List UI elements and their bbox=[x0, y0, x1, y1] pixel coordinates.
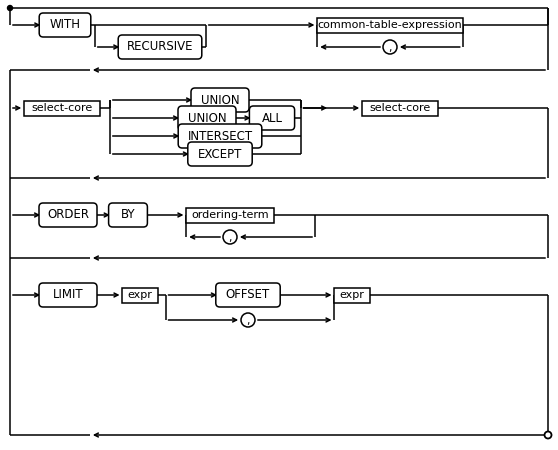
Text: ,: , bbox=[228, 233, 232, 243]
Text: ORDER: ORDER bbox=[47, 208, 89, 221]
Text: common-table-expression: common-table-expression bbox=[318, 20, 463, 30]
Circle shape bbox=[7, 5, 12, 10]
Text: LIMIT: LIMIT bbox=[52, 288, 83, 302]
Text: EXCEPT: EXCEPT bbox=[198, 148, 242, 161]
FancyBboxPatch shape bbox=[216, 283, 280, 307]
Text: UNION: UNION bbox=[201, 94, 239, 107]
Text: WITH: WITH bbox=[50, 18, 80, 32]
FancyBboxPatch shape bbox=[118, 35, 202, 59]
Text: ALL: ALL bbox=[262, 112, 282, 125]
Text: select-core: select-core bbox=[31, 103, 93, 113]
FancyBboxPatch shape bbox=[191, 88, 249, 112]
FancyBboxPatch shape bbox=[39, 283, 97, 307]
Text: ,: , bbox=[388, 43, 392, 53]
FancyBboxPatch shape bbox=[178, 106, 236, 130]
FancyBboxPatch shape bbox=[39, 203, 97, 227]
FancyBboxPatch shape bbox=[188, 142, 252, 166]
FancyBboxPatch shape bbox=[249, 106, 295, 130]
Text: select-core: select-core bbox=[369, 103, 431, 113]
FancyBboxPatch shape bbox=[24, 100, 100, 116]
Text: UNION: UNION bbox=[187, 112, 227, 125]
Text: OFFSET: OFFSET bbox=[226, 288, 270, 302]
Text: ,: , bbox=[246, 316, 250, 326]
Circle shape bbox=[383, 40, 397, 54]
Text: BY: BY bbox=[121, 208, 135, 221]
Text: RECURSIVE: RECURSIVE bbox=[127, 40, 193, 54]
Circle shape bbox=[241, 313, 255, 327]
FancyBboxPatch shape bbox=[334, 288, 369, 302]
Text: ordering-term: ordering-term bbox=[191, 210, 269, 220]
FancyBboxPatch shape bbox=[122, 288, 157, 302]
FancyBboxPatch shape bbox=[186, 207, 274, 222]
Circle shape bbox=[545, 432, 551, 438]
FancyBboxPatch shape bbox=[362, 100, 438, 116]
Text: INTERSECT: INTERSECT bbox=[187, 130, 253, 143]
FancyBboxPatch shape bbox=[178, 124, 262, 148]
Text: expr: expr bbox=[340, 290, 364, 300]
FancyBboxPatch shape bbox=[318, 18, 463, 32]
Circle shape bbox=[223, 230, 237, 244]
Text: expr: expr bbox=[128, 290, 152, 300]
FancyBboxPatch shape bbox=[109, 203, 147, 227]
FancyBboxPatch shape bbox=[39, 13, 91, 37]
